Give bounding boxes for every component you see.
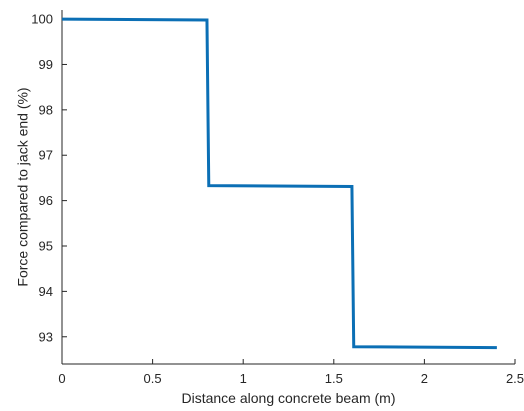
series-line [61, 17, 497, 350]
y-tick-label: 94 [39, 284, 53, 299]
y-tick-label: 100 [31, 12, 53, 27]
y-tick-label: 97 [39, 148, 53, 163]
y-axis-label: Force compared to jack end (%) [15, 87, 31, 286]
y-tick-label: 98 [39, 102, 53, 117]
y-tick-label: 99 [39, 57, 53, 72]
x-axis-label: Distance along concrete beam (m) [182, 390, 396, 406]
axes [61, 10, 515, 365]
x-axis-ticks: 0 0.5 1 1.5 2 2.5 [58, 359, 524, 386]
x-tick-label: 2 [421, 371, 428, 386]
x-tick-label: 1.5 [325, 371, 343, 386]
y-tick-label: 93 [39, 329, 53, 344]
x-tick-label: 0.5 [144, 371, 162, 386]
x-tick-label: 2.5 [506, 371, 524, 386]
x-tick-label: 1 [240, 371, 247, 386]
series-layer [61, 17, 497, 350]
x-tick-label: 0 [58, 371, 65, 386]
y-tick-label: 96 [39, 193, 53, 208]
y-axis-ticks: 93 94 95 96 97 98 99 100 [31, 12, 67, 344]
y-tick-label: 95 [39, 239, 53, 254]
